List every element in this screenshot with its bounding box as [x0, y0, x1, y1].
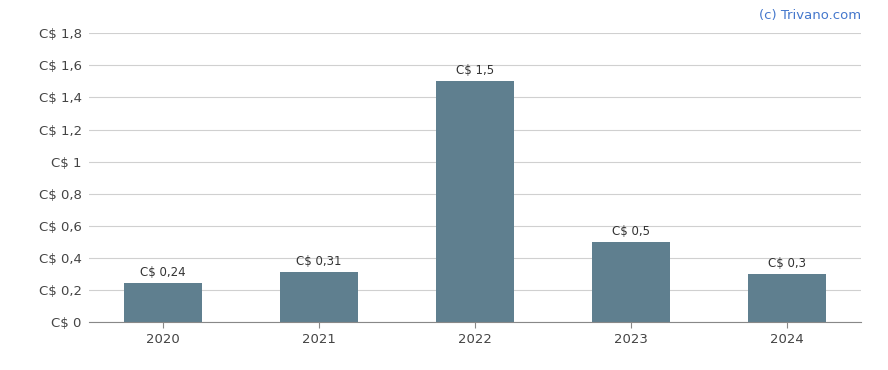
- Text: C$ 0,5: C$ 0,5: [612, 225, 650, 238]
- Bar: [749, 274, 826, 322]
- Text: C$ 0,3: C$ 0,3: [768, 257, 806, 270]
- Text: C$ 0,24: C$ 0,24: [140, 266, 186, 279]
- Bar: [592, 242, 670, 322]
- Bar: [280, 272, 358, 322]
- Bar: [436, 81, 514, 322]
- Bar: [124, 283, 202, 322]
- Text: (c) Trivano.com: (c) Trivano.com: [759, 9, 861, 22]
- Text: C$ 0,31: C$ 0,31: [297, 255, 342, 268]
- Text: C$ 1,5: C$ 1,5: [456, 64, 494, 77]
